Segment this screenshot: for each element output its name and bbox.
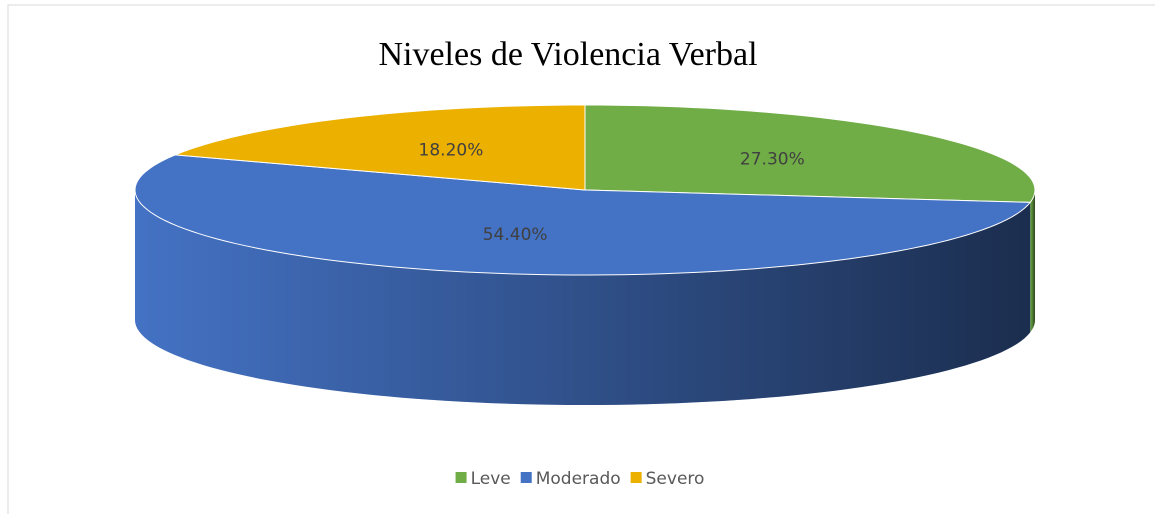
legend-swatch xyxy=(455,472,467,483)
chart-title: Niveles de Violencia Verbal xyxy=(378,36,757,73)
slice-side-shade xyxy=(1030,190,1035,333)
legend-swatch xyxy=(630,472,642,483)
data-label: 27.30% xyxy=(740,149,805,169)
legend-label: Severo xyxy=(646,469,705,489)
slice xyxy=(584,104,1036,203)
slice xyxy=(134,154,1032,276)
slice-side-shade xyxy=(135,190,1031,405)
legend-label: Moderado xyxy=(536,469,621,489)
legend-swatch xyxy=(520,472,532,483)
data-label: 18.20% xyxy=(419,141,484,161)
data-label: 54.40% xyxy=(483,225,548,245)
legend-label: Leve xyxy=(471,469,511,489)
slice xyxy=(175,104,586,191)
